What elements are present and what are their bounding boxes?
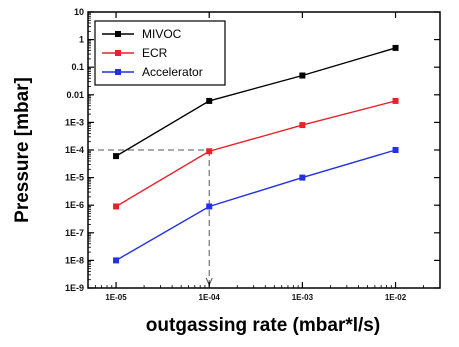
series-line-accelerator xyxy=(115,149,396,262)
data-series xyxy=(113,44,399,264)
data-point-mivoc-2 xyxy=(299,72,306,79)
series-line-ecr xyxy=(115,100,396,208)
legend-marker-ecr xyxy=(115,50,121,56)
legend-label-accelerator: Accelerator xyxy=(142,65,203,79)
y-tick-label-5: 1E-4 xyxy=(65,145,84,155)
data-point-accelerator-1 xyxy=(206,203,213,210)
y-axis-title: Pressure [mbar] xyxy=(12,77,33,223)
legend-marker-mivoc xyxy=(115,31,121,37)
y-tick-label-1: 1 xyxy=(79,35,84,45)
y-tick-label-0: 10 xyxy=(74,7,84,17)
y-tick-label-6: 1E-5 xyxy=(65,173,84,183)
data-point-ecr-2 xyxy=(299,122,306,129)
y-tick-label-7: 1E-6 xyxy=(65,200,84,210)
x-tick-label-2: 1E-03 xyxy=(292,293,314,302)
data-point-mivoc-1 xyxy=(206,97,213,104)
data-point-mivoc-3 xyxy=(392,44,399,51)
y-tick-label-10: 1E-9 xyxy=(65,283,84,293)
legend-label-ecr: ECR xyxy=(142,46,168,60)
data-point-ecr-1 xyxy=(206,148,213,155)
x-tick-label-1: 1E-04 xyxy=(199,293,221,302)
series-line-mivoc xyxy=(115,47,396,157)
y-tick-label-3: 0.01 xyxy=(66,90,84,100)
x-tick-label-0: 1E-05 xyxy=(105,293,127,302)
y-tick-label-8: 1E-7 xyxy=(65,228,84,238)
data-point-mivoc-0 xyxy=(113,153,120,160)
axis-ticks: 10 1 0.1 0.01 1E-3 1E-4 1E-5 1E-6 1E-7 1E-8 1E-9 1E… xyxy=(65,7,441,302)
x-tick-label-3: 1E-02 xyxy=(385,293,407,302)
y-tick-label-4: 1E-3 xyxy=(65,117,84,127)
x-axis-title: outgassing rate (mbar*l/s) xyxy=(146,315,380,336)
data-point-accelerator-3 xyxy=(392,147,399,153)
legend-label-mivoc: MIVOC xyxy=(142,27,182,41)
data-point-ecr-3 xyxy=(392,97,399,104)
legend-marker-accelerator xyxy=(115,69,121,75)
data-point-ecr-0 xyxy=(113,203,120,210)
data-point-accelerator-0 xyxy=(113,257,120,264)
data-point-accelerator-2 xyxy=(299,174,306,181)
legend: MIVOC ECR Accelerator xyxy=(94,20,226,86)
y-tick-label-2: 0.1 xyxy=(71,62,84,72)
y-tick-label-9: 1E-8 xyxy=(65,255,84,265)
